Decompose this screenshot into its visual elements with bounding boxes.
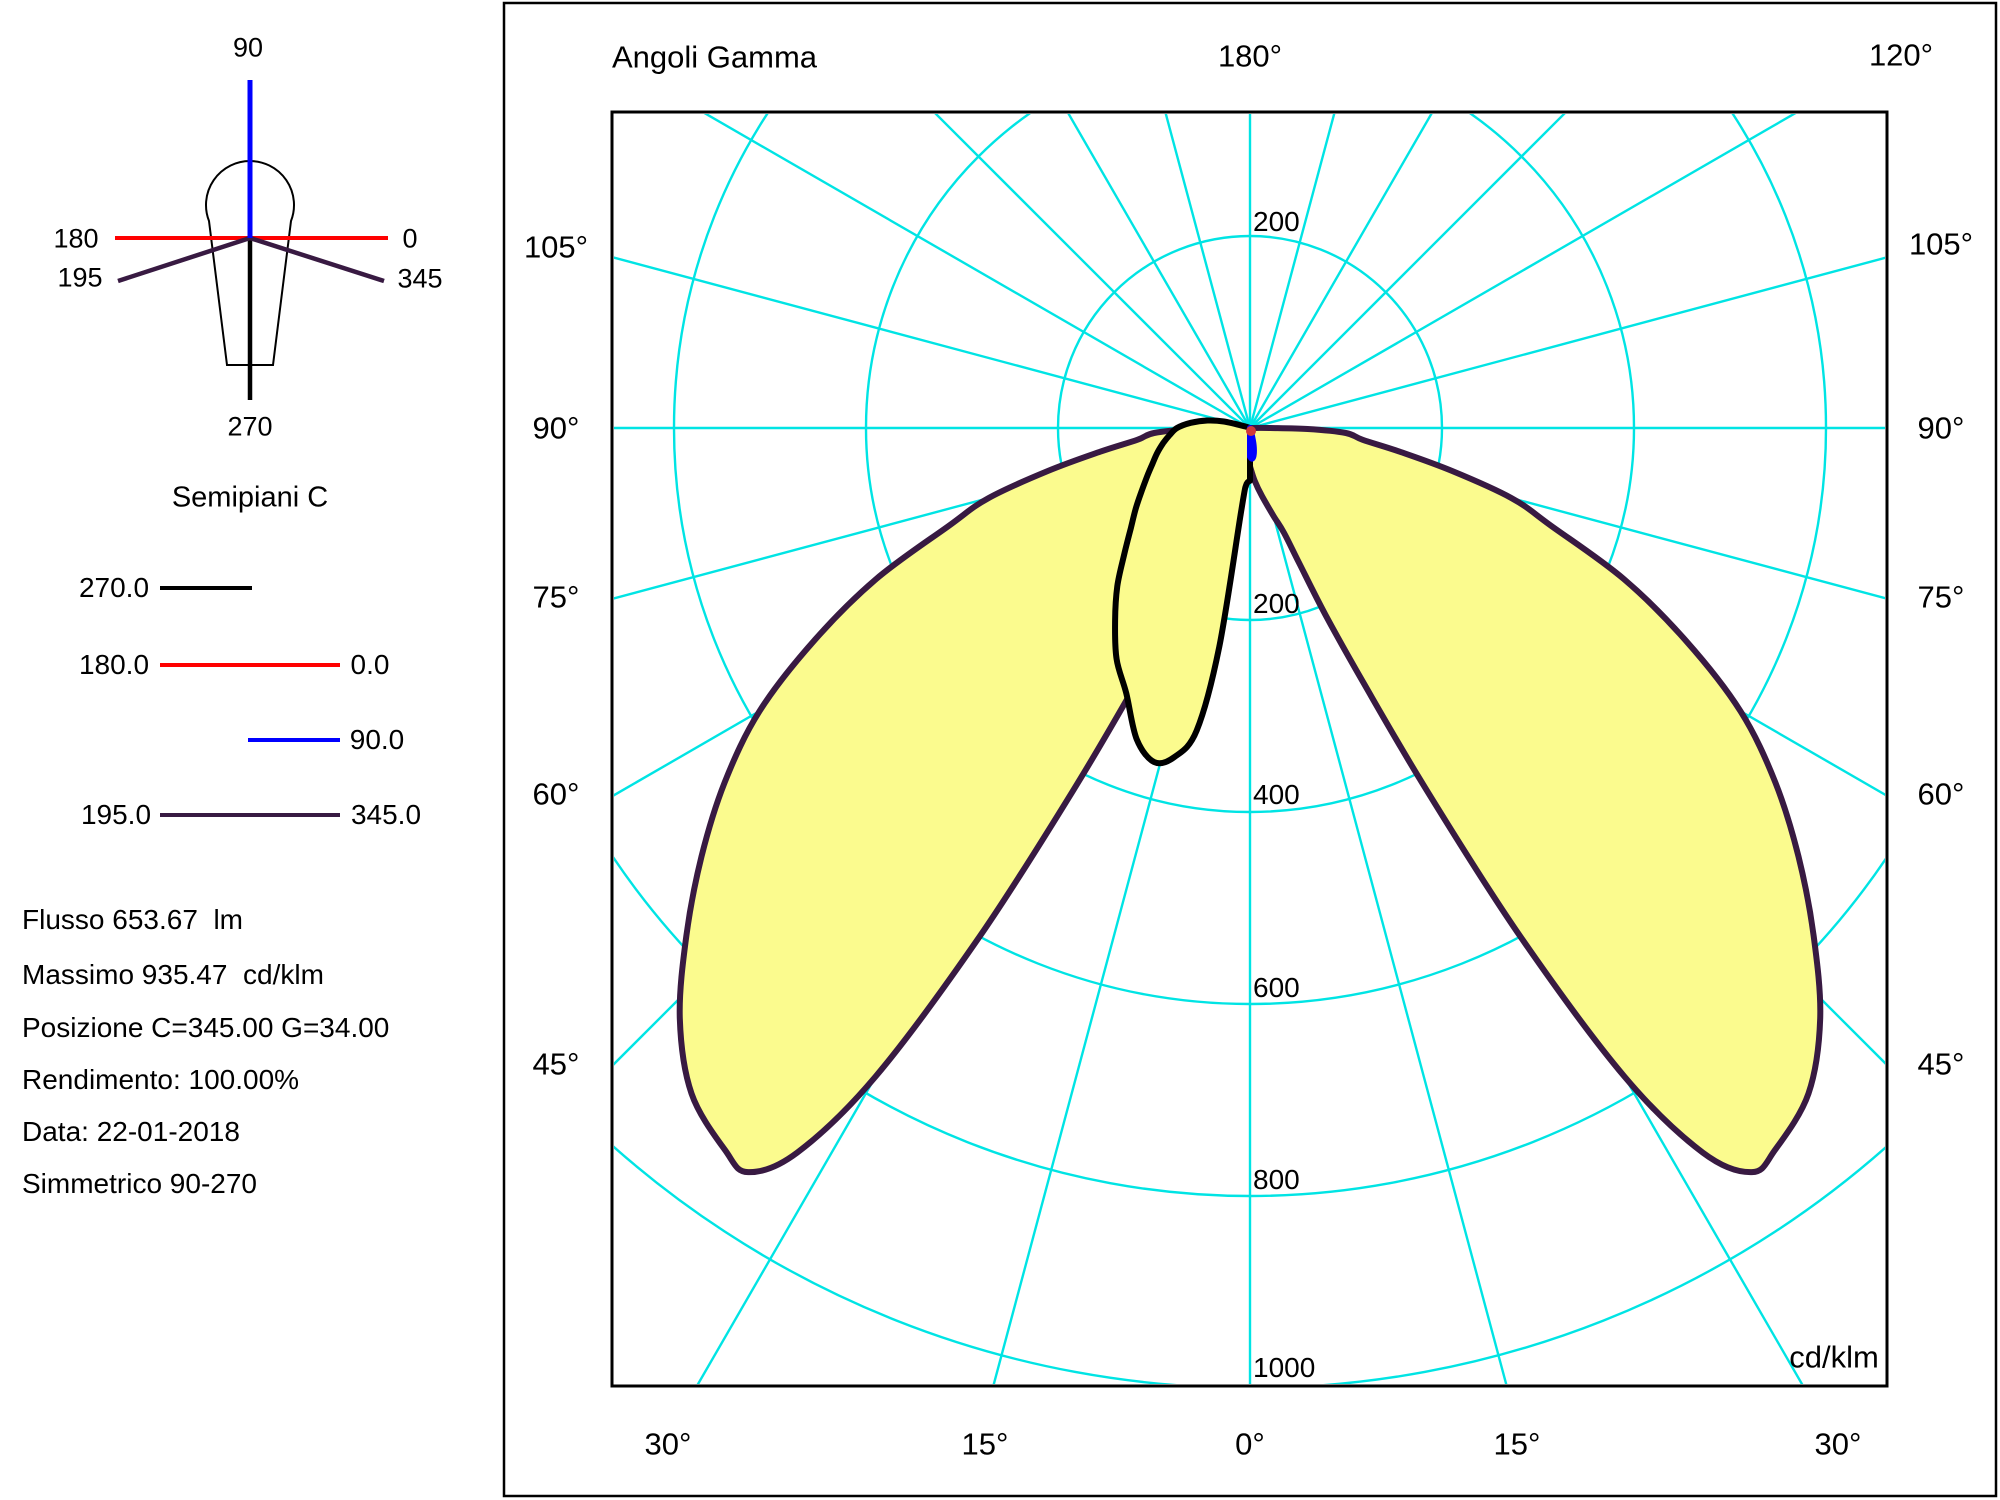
cplane-label-180: 180 bbox=[53, 223, 99, 254]
gamma-label-left-60: 60° bbox=[532, 776, 580, 812]
gamma-label-left-45: 45° bbox=[532, 1046, 580, 1082]
cplane-label-90: 90 bbox=[232, 32, 264, 63]
radial-label-200-top: 200 bbox=[1253, 206, 1300, 237]
unit-label: cd/klm bbox=[1789, 1339, 1879, 1375]
legend-label-270: 270.0 bbox=[78, 572, 150, 603]
gamma-label-bottom-30L: 30° bbox=[644, 1426, 692, 1462]
gamma-label-right-60: 60° bbox=[1917, 776, 1965, 812]
gamma-label-bottom-15L: 15° bbox=[961, 1426, 1009, 1462]
gamma-label-left-105: 105° bbox=[523, 229, 589, 265]
legend-label-345: 345.0 bbox=[350, 799, 422, 830]
legend-label-180: 180.0 bbox=[78, 649, 150, 680]
gamma-label-right-105: 105° bbox=[1908, 226, 1974, 262]
stat-massimo: Massimo 935.47 cd/klm bbox=[22, 959, 324, 990]
gamma-label-bottom-0: 0° bbox=[1235, 1426, 1265, 1462]
legend-label-90: 90.0 bbox=[349, 724, 405, 755]
radial-label-400: 400 bbox=[1253, 779, 1300, 810]
gamma-label-right-45: 45° bbox=[1917, 1046, 1965, 1082]
gamma-label-top-120: 120° bbox=[1868, 37, 1934, 73]
chart-title: Angoli Gamma bbox=[612, 39, 818, 75]
gamma-label-left-90: 90° bbox=[532, 410, 580, 446]
cplane-label-270: 270 bbox=[227, 411, 273, 442]
stat-data: Data: 22-01-2018 bbox=[22, 1116, 240, 1147]
radial-label-1000: 1000 bbox=[1253, 1352, 1316, 1383]
gamma-label-top-180: 180° bbox=[1217, 38, 1283, 74]
gamma-label-right-75: 75° bbox=[1917, 579, 1965, 615]
stat-posizione: Posizione C=345.00 G=34.00 bbox=[22, 1012, 390, 1043]
radial-label-800: 800 bbox=[1253, 1164, 1300, 1195]
cplane-label-0: 0 bbox=[402, 223, 418, 254]
gamma-label-right-90: 90° bbox=[1917, 410, 1965, 446]
radial-label-200: 200 bbox=[1253, 588, 1300, 619]
cplane-label-345: 345 bbox=[397, 263, 443, 294]
stat-simmetrico: Simmetrico 90-270 bbox=[22, 1168, 257, 1199]
gamma-label-left-75: 75° bbox=[532, 579, 580, 615]
legend-label-195: 195.0 bbox=[80, 799, 152, 830]
radial-label-600: 600 bbox=[1253, 972, 1300, 1003]
semipiani-title: Semipiani C bbox=[171, 481, 329, 514]
legend-label-0: 0.0 bbox=[350, 649, 390, 680]
cplane-label-195: 195 bbox=[57, 262, 103, 293]
stat-rendimento: Rendimento: 100.00% bbox=[22, 1064, 300, 1095]
gamma-label-bottom-30R: 30° bbox=[1814, 1426, 1862, 1462]
stat-flusso: Flusso 653.67 lm bbox=[22, 904, 243, 935]
gamma-label-bottom-15R: 15° bbox=[1493, 1426, 1541, 1462]
